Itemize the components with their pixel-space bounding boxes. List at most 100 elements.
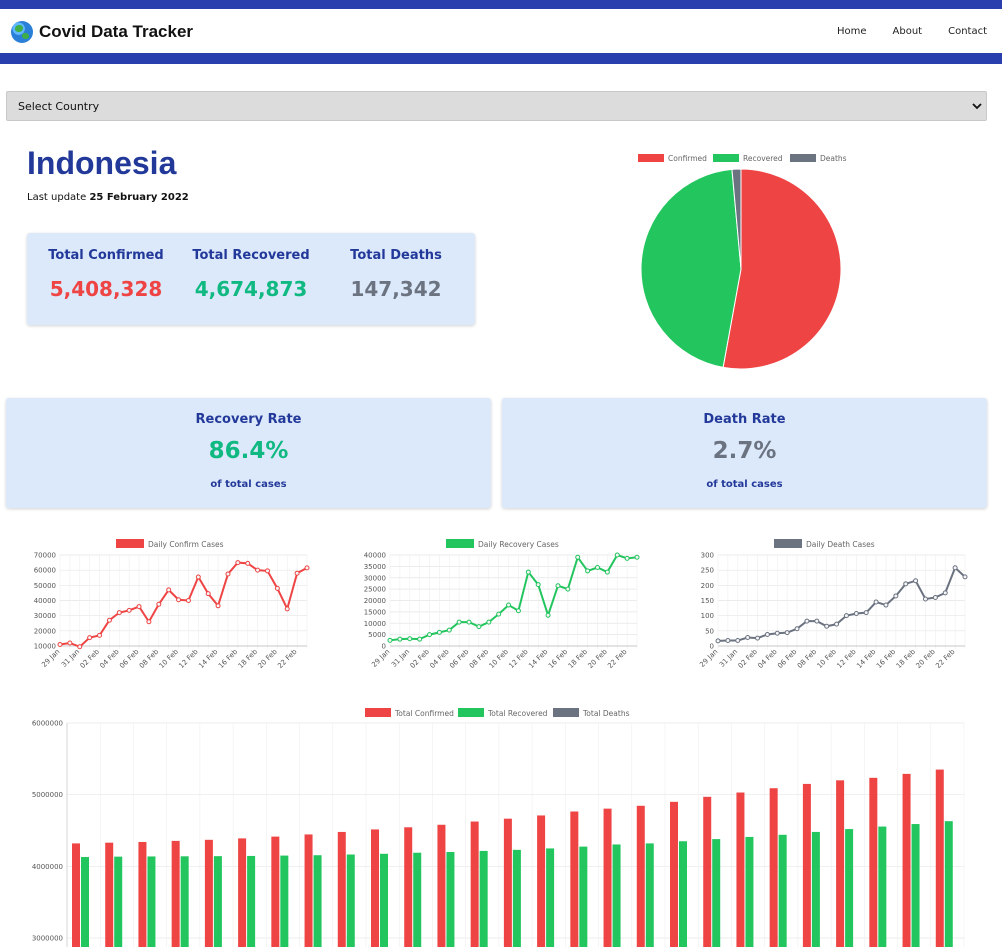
last-update-label: Last update: [27, 192, 87, 203]
legend-label: Total Recovered: [487, 709, 548, 718]
x-tick-label: 22 Feb: [276, 647, 299, 670]
data-point: [156, 601, 162, 607]
x-tick-label: 02 Feb: [409, 647, 432, 670]
brand[interactable]: Covid Data Tracker: [11, 20, 193, 44]
bar: [736, 792, 745, 947]
data-point: [294, 570, 300, 576]
bar: [204, 839, 213, 947]
globe-icon: [11, 21, 33, 43]
legend-label: Daily Recovery Cases: [478, 540, 559, 549]
y-tick-label: 30000: [364, 574, 386, 582]
data-point: [952, 565, 958, 571]
y-tick-label: 20000: [34, 627, 56, 635]
data-point: [264, 568, 270, 574]
legend-swatch: [446, 539, 474, 548]
legend-swatch: [713, 154, 739, 162]
bar: [271, 836, 280, 947]
data-point: [397, 636, 403, 642]
x-tick-label: 10 Feb: [816, 647, 839, 670]
bar: [869, 777, 878, 947]
x-tick-label: 12 Feb: [835, 647, 858, 670]
y-tick-label: 150: [701, 597, 714, 605]
x-tick-label: 31 Jan: [390, 648, 411, 669]
x-tick-label: 02 Feb: [737, 647, 760, 670]
x-tick-label: 06 Feb: [776, 647, 799, 670]
data-point: [614, 552, 620, 558]
data-point: [922, 596, 928, 602]
bar: [470, 821, 479, 947]
x-tick-label: 06 Feb: [118, 647, 141, 670]
x-tick-label: 18 Feb: [567, 647, 590, 670]
x-tick-label: 10 Feb: [158, 647, 181, 670]
legend-swatch: [774, 539, 802, 548]
data-point: [942, 590, 948, 596]
data-point: [176, 597, 182, 603]
data-point: [476, 624, 482, 630]
chevron-down-icon: [972, 103, 982, 110]
bar: [745, 836, 754, 947]
x-tick-label: 22 Feb: [606, 647, 629, 670]
navbar-top-stripe: [0, 0, 1002, 9]
bar: [280, 855, 289, 947]
country-select[interactable]: Select Country: [6, 91, 987, 121]
data-point: [116, 610, 122, 616]
data-point: [225, 571, 231, 577]
pie-slice: [722, 168, 842, 370]
y-tick-label: 4000000: [32, 863, 63, 871]
bar: [546, 848, 555, 947]
bar: [670, 801, 678, 947]
y-tick-label: 50: [705, 627, 714, 635]
bar: [512, 849, 521, 947]
nav-link-about[interactable]: About: [892, 26, 923, 37]
bar: [845, 829, 854, 947]
nav-links: Home About Contact: [837, 26, 987, 37]
death-rate-sub: of total cases: [706, 479, 783, 490]
x-tick-label: 12 Feb: [507, 647, 530, 670]
bar: [437, 824, 446, 947]
data-point: [57, 641, 63, 647]
y-tick-label: 100: [701, 612, 714, 620]
nav-link-home[interactable]: Home: [836, 26, 867, 37]
x-tick-label: 10 Feb: [488, 647, 511, 670]
series-line: [717, 566, 966, 642]
total-deaths-label: Total Deaths: [350, 248, 442, 263]
y-tick-label: 35000: [364, 563, 386, 571]
bar: [645, 843, 654, 947]
y-tick-label: 3000000: [32, 935, 63, 943]
bar: [479, 850, 488, 947]
x-tick-label: 04 Feb: [98, 647, 121, 670]
data-point: [77, 644, 83, 650]
data-point: [784, 630, 790, 636]
brand-title[interactable]: Covid Data Tracker: [39, 22, 194, 41]
y-tick-label: 10000: [34, 643, 56, 651]
bar: [371, 829, 379, 947]
nav-link-contact[interactable]: Contact: [948, 26, 987, 37]
bar: [836, 780, 845, 947]
x-tick-label: 02 Feb: [79, 647, 102, 670]
data-point: [274, 585, 280, 591]
total-recovered-label: Total Recovered: [192, 248, 310, 263]
country-name: Indonesia: [27, 145, 177, 181]
data-point: [962, 574, 968, 580]
data-point: [166, 587, 172, 593]
data-point: [205, 591, 211, 597]
data-point: [436, 629, 442, 635]
country-select-value: Select Country: [18, 99, 100, 113]
x-tick-label: 12 Feb: [177, 647, 200, 670]
legend-label: Daily Confirm Cases: [148, 540, 224, 549]
navbar-bottom-stripe: [0, 53, 1002, 64]
pie-slice: [731, 168, 742, 270]
x-tick-label: 14 Feb: [197, 647, 220, 670]
x-tick-label: 04 Feb: [756, 647, 779, 670]
y-tick-label: 300: [701, 552, 714, 560]
bar: [304, 834, 313, 947]
data-point: [284, 606, 290, 612]
total-confirmed-value: 5,408,328: [49, 277, 163, 301]
recovery-rate-card: Recovery Rate 86.4% of total cases: [6, 398, 491, 508]
totals-bar-chart: Total Confirmed Total Recovered Total Deat…: [32, 708, 965, 947]
y-tick-label: 50000: [34, 582, 56, 590]
x-tick-label: 31 Jan: [60, 648, 81, 669]
x-tick-label: 20 Feb: [256, 647, 279, 670]
data-point: [863, 610, 869, 616]
data-point: [126, 607, 132, 613]
